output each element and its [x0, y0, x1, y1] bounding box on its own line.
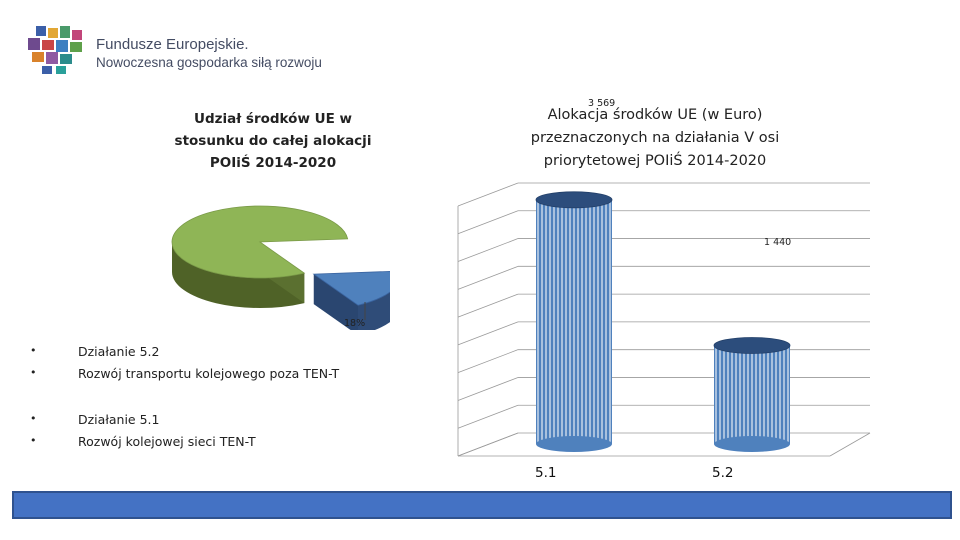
floor-edge	[457, 432, 519, 457]
bar-5.2	[713, 337, 791, 452]
bar-chart	[457, 182, 871, 457]
bar-value-label-5-2: 1 440	[764, 237, 792, 248]
grid-line-side	[457, 377, 519, 401]
pie-chart	[171, 205, 390, 330]
grid-line-side	[457, 293, 519, 318]
grid-line-side	[457, 265, 519, 290]
grid-line-side	[457, 404, 519, 429]
bar-5.1	[535, 191, 613, 452]
pie-slice-small	[312, 270, 390, 306]
grid-line-side	[457, 321, 519, 346]
bar-top	[713, 337, 791, 354]
pie-slice-main	[171, 205, 349, 279]
category-label-5-1: 5.1	[535, 465, 557, 481]
grid-line-side	[457, 349, 519, 374]
floor-edge-right	[829, 432, 871, 457]
bar-chart-title: Alokacja środków UE (w Euro) przeznaczon…	[530, 107, 780, 169]
legend-list: • Działanie 5.2 • Rozwój transportu kolejo…	[30, 344, 430, 454]
logo-line-2: Nowoczesna gospodarka siłą rozwoju	[96, 55, 322, 70]
bullet: •	[30, 366, 37, 379]
category-label-5-2: 5.2	[712, 465, 734, 481]
pie-slice-small-side	[358, 292, 390, 330]
grid-line-side	[457, 182, 519, 207]
bar-base	[536, 436, 612, 452]
legend-item-2-label: Działanie 5.1	[78, 412, 160, 427]
bar-base	[714, 436, 790, 452]
grid-line-side	[457, 238, 519, 262]
logo-text: Fundusze Europejskie. Nowoczesna gospoda…	[96, 36, 322, 72]
bullet: •	[30, 412, 37, 425]
legend-item-2-desc: Rozwój kolejowej sieci TEN-T	[78, 434, 256, 449]
pie-slice-small-cut	[313, 274, 359, 330]
eu-funds-logo	[28, 26, 82, 74]
legend-item-1-label: Działanie 5.2	[78, 344, 160, 359]
bullet: •	[30, 434, 37, 447]
pie-chart-title: Udział środków UE w stosunku do całej al…	[174, 111, 372, 171]
bar-top	[535, 191, 613, 209]
footer-bar	[12, 491, 952, 519]
pie-slice-main-side	[172, 242, 305, 308]
pie-slice-label: 18%	[344, 318, 366, 329]
bullet: •	[30, 344, 37, 357]
legend-item-1-desc: Rozwój transportu kolejowego poza TEN-T	[78, 366, 340, 381]
logo-line-1: Fundusze Europejskie.	[96, 36, 249, 53]
bar-value-label-5-1: 3 569	[588, 98, 616, 109]
grid-line-side	[457, 210, 519, 235]
